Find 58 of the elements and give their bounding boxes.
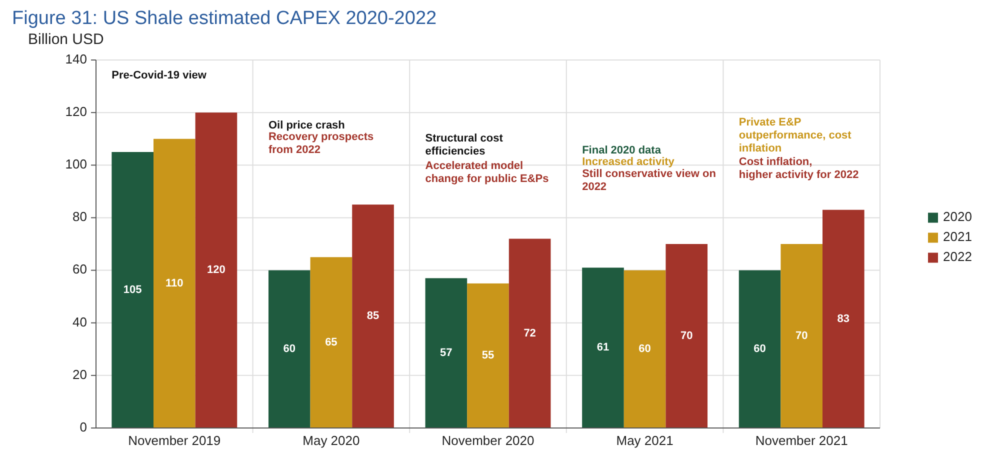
data-label: 105 — [123, 284, 142, 296]
x-tick-label: November 2019 — [128, 433, 221, 448]
y-tick-label: 120 — [65, 104, 87, 120]
annotation: Private E&P outperformance, cost inflation — [738, 116, 852, 155]
bar — [153, 138, 196, 428]
data-label: 85 — [366, 310, 380, 322]
x-tick-label: May 2021 — [616, 433, 674, 448]
bar — [268, 270, 310, 428]
annotation: Cost inflation, higher activity for 2022 — [738, 156, 859, 182]
data-label: 72 — [524, 327, 536, 340]
data-label: 110 — [166, 277, 184, 290]
bar — [666, 244, 708, 428]
y-tick-label: 0 — [80, 419, 87, 434]
y-tick-label: 20 — [72, 366, 87, 382]
bar — [467, 283, 509, 428]
legend-label: 2020 — [943, 209, 972, 224]
bar — [112, 152, 154, 428]
data-label: 65 — [325, 336, 338, 348]
bar — [624, 270, 666, 428]
annotation: Recovery prospects from 2022 — [268, 131, 374, 156]
data-label: 60 — [283, 343, 296, 356]
x-tick-label: May 2020 — [302, 433, 360, 448]
bar — [822, 210, 864, 428]
y-axis-title: Billion USD — [28, 31, 104, 48]
annotation: Still conservative view on 2022 — [582, 168, 716, 193]
annotation: Pre-Covid-19 view — [112, 69, 207, 82]
data-label: 61 — [596, 342, 610, 354]
data-label: 57 — [440, 346, 452, 359]
bar — [310, 257, 352, 428]
data-label: 70 — [795, 330, 808, 342]
data-label: 60 — [754, 343, 766, 356]
y-tick-label: 140 — [65, 51, 87, 66]
bar — [195, 112, 238, 428]
annotation: Oil price crash — [268, 119, 346, 132]
data-label: 60 — [638, 343, 651, 356]
chart-title: Figure 31: US Shale estimated CAPEX 2020-2022 — [12, 8, 437, 29]
annotation: Final 2020 data — [582, 144, 662, 156]
y-tick-label: 40 — [72, 314, 87, 330]
bar — [352, 204, 394, 428]
bar — [780, 244, 823, 428]
bar — [582, 268, 624, 428]
bar — [508, 238, 551, 428]
y-tick-label: 60 — [72, 262, 87, 277]
data-label: 83 — [837, 312, 850, 325]
y-tick-label: 80 — [72, 209, 87, 224]
x-tick-label: November 2020 — [442, 433, 534, 448]
bar — [425, 278, 468, 428]
data-label: 55 — [482, 350, 494, 362]
x-tick-label: November 2021 — [755, 433, 848, 448]
data-label: 120 — [207, 264, 226, 276]
y-tick-label: 100 — [65, 156, 87, 172]
bar — [738, 270, 781, 428]
annotation: Structural cost efficiencies — [425, 132, 504, 158]
annotation: Accelerated model change for public E&Ps — [425, 160, 549, 186]
data-label: 70 — [680, 330, 693, 342]
legend-label: 2021 — [943, 229, 972, 244]
annotation: Increased activity — [582, 156, 676, 168]
legend-label: 2022 — [943, 249, 972, 264]
